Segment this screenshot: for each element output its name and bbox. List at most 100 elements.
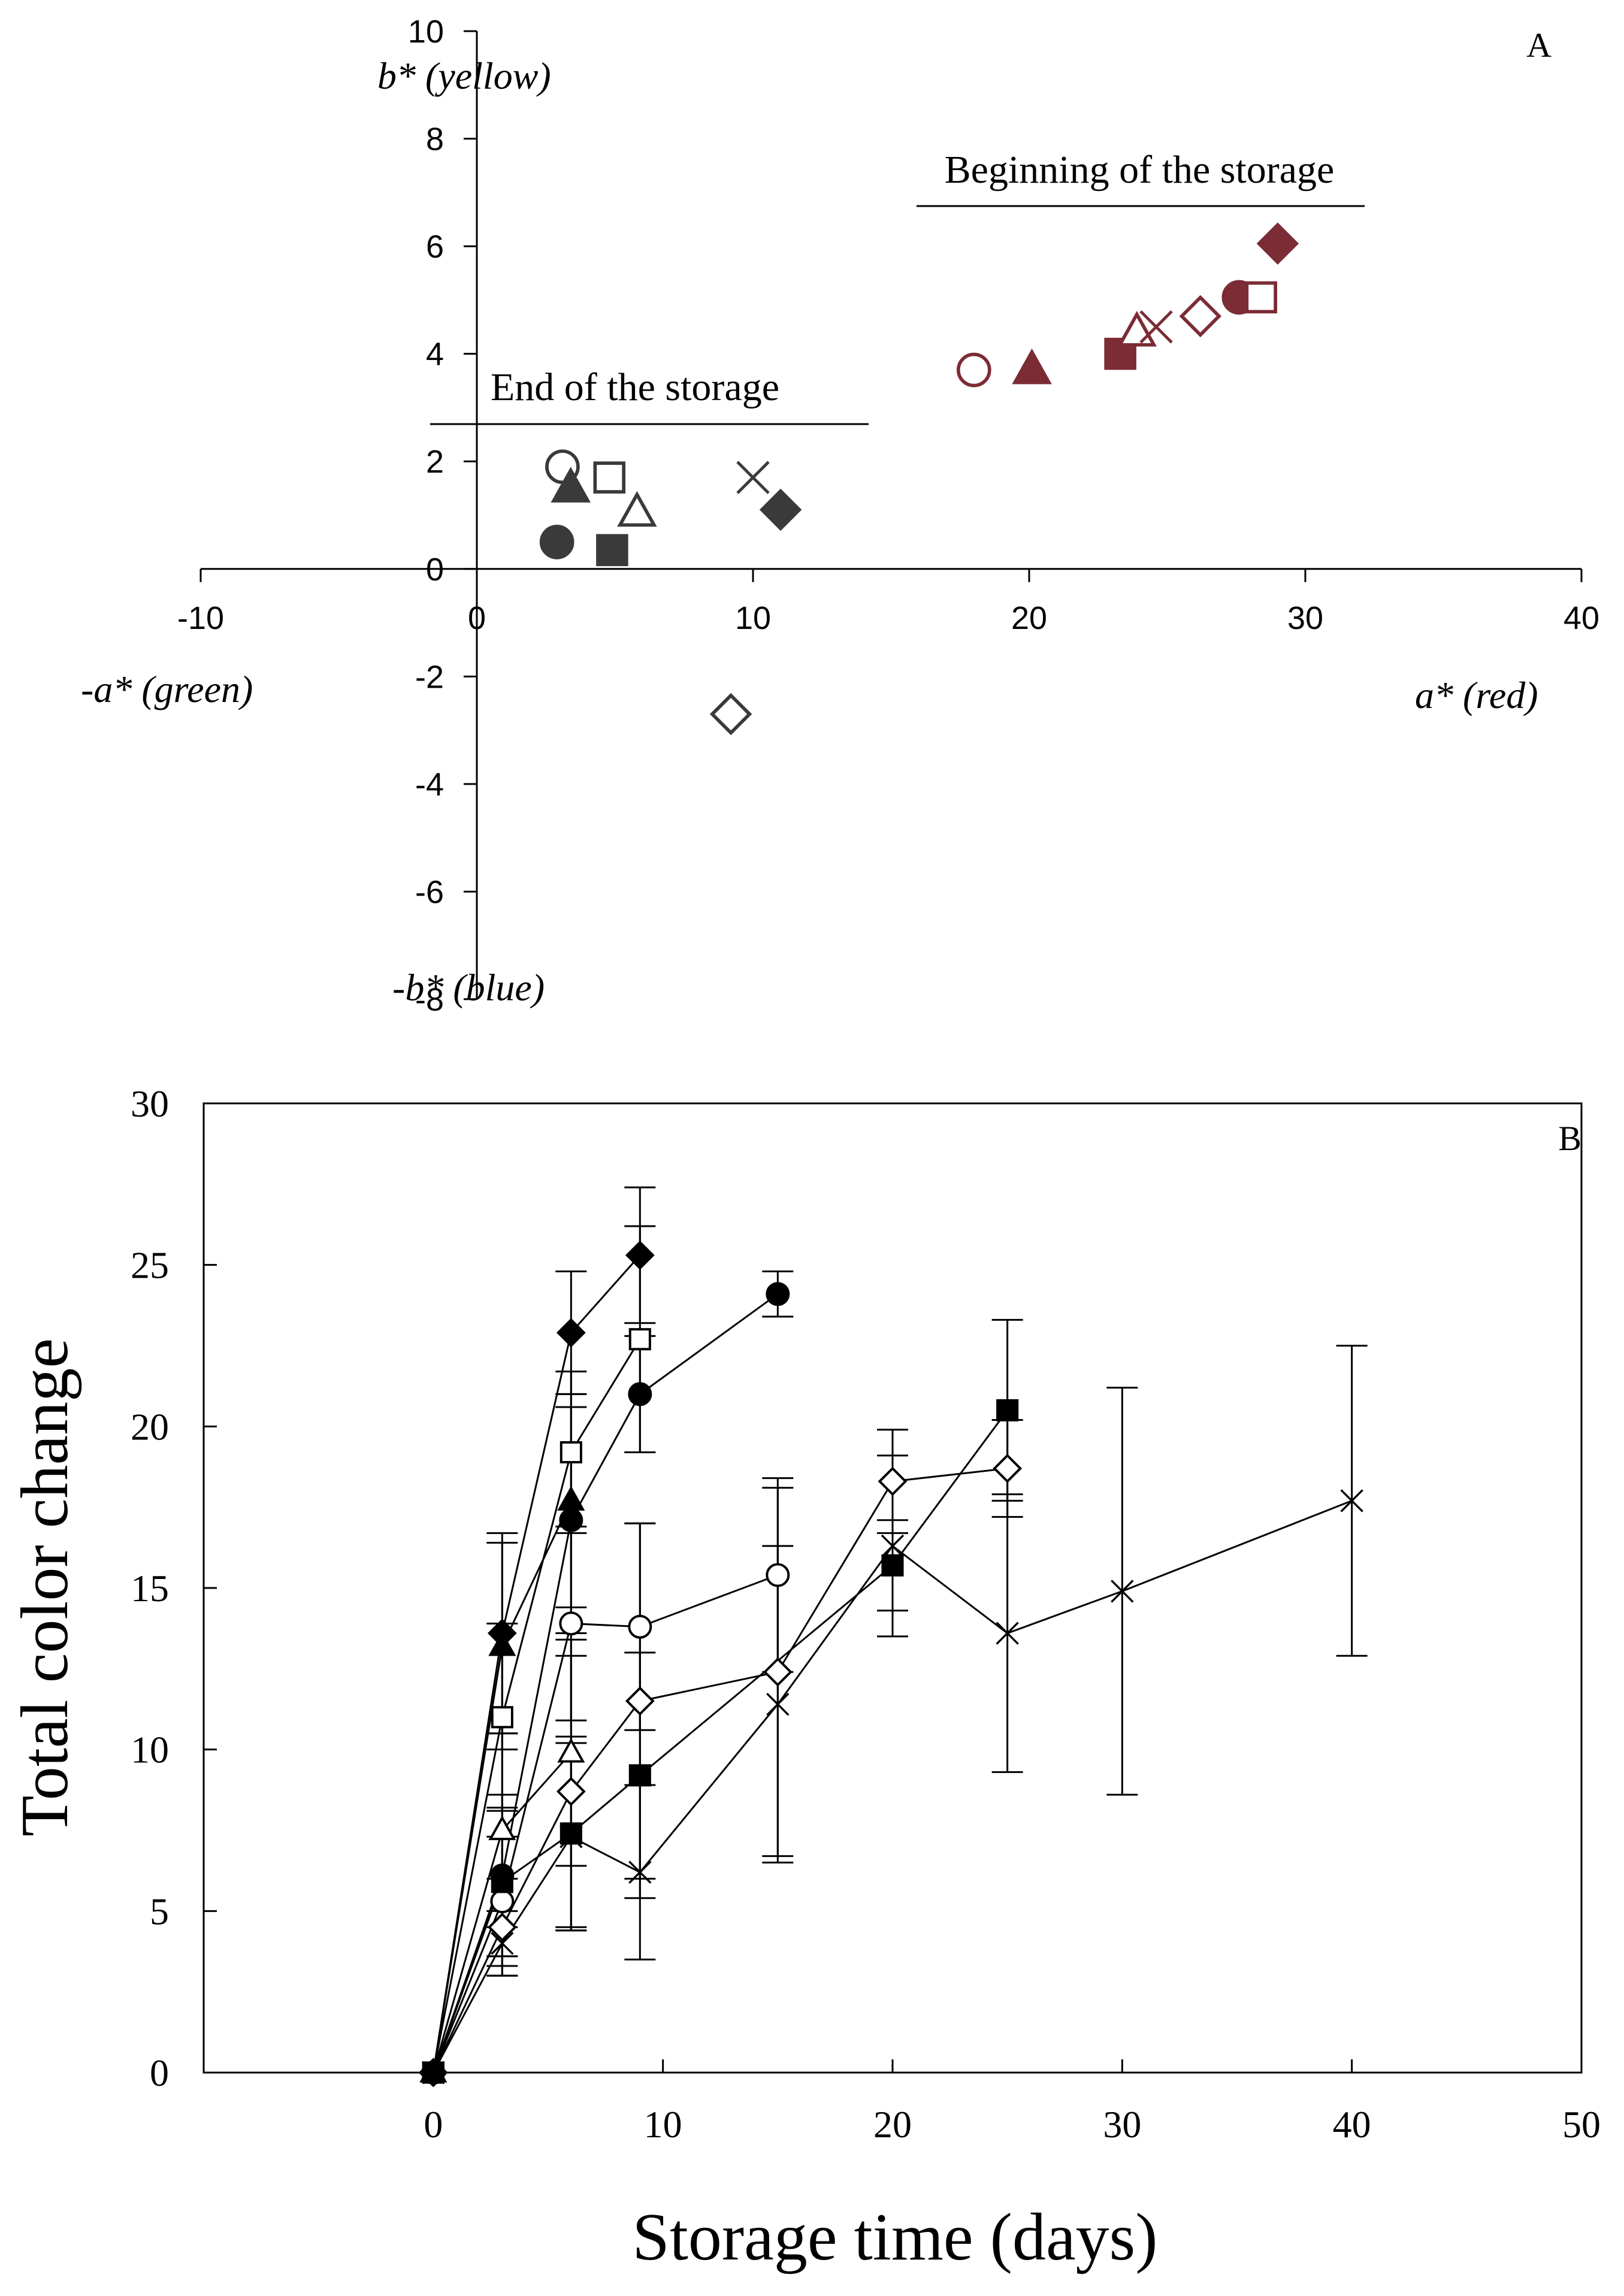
point-beginning-triangle-filled (1012, 348, 1052, 385)
data-point-cross (1111, 1580, 1134, 1603)
y-tick-label: 2 (426, 444, 444, 480)
data-point-square-open (560, 1441, 582, 1464)
x-tick-label: 40 (1333, 2103, 1371, 2146)
data-point-cross (560, 1825, 583, 1849)
data-point-diamond-filled (556, 1318, 586, 1348)
x-tick-label: 50 (1562, 2103, 1601, 2146)
data-point-circle-open (766, 1563, 790, 1587)
point-beginning-circle-open (956, 352, 991, 388)
data-point-circle-open (628, 1614, 652, 1639)
series-line-circle-open (432, 1574, 778, 2073)
data-point-diamond-open (993, 1454, 1023, 1483)
x-tick-label: 10 (735, 600, 771, 636)
panel-a-axes (199, 30, 1583, 1000)
y-tick-label: -6 (415, 874, 444, 910)
x-tick-label: 30 (1103, 2103, 1141, 2146)
y-tick-label: -2 (415, 659, 444, 695)
panel-b-error-bars (486, 1186, 1368, 1977)
data-point-circle-open (559, 1611, 583, 1636)
y-tick-label: 5 (150, 1890, 169, 1932)
y-tick-label: -4 (415, 767, 444, 803)
data-point-diamond-open (625, 1686, 655, 1716)
point-beginning-square-open (1245, 281, 1278, 314)
data-point-triangle-open (557, 1738, 585, 1763)
x-tick-label: 0 (424, 2103, 443, 2146)
point-end-diamond-open (709, 692, 752, 736)
series-line-square-filled (432, 1409, 1008, 2073)
data-point-cross (422, 2061, 445, 2085)
data-point-diamond-open (556, 1777, 586, 1807)
x-tick-label: -10 (177, 600, 224, 636)
y-tick-label: 10 (408, 14, 444, 50)
annotation-end: End of the storage (491, 365, 779, 409)
y-tick-label: 4 (426, 337, 444, 373)
point-end-circle-filled (539, 525, 574, 559)
data-point-triangle-open (488, 1815, 516, 1840)
panel-a-points (539, 222, 1299, 736)
y-axis-title: Total color change (8, 1338, 82, 1837)
y-tick-label: 15 (131, 1567, 169, 1610)
data-point-circle-filled (559, 1508, 583, 1532)
x-tick-label: 20 (1011, 600, 1047, 636)
x-axis-title: Storage time (days) (632, 2200, 1157, 2274)
y-tick-label: 30 (131, 1082, 169, 1125)
data-point-circle-filled (628, 1382, 652, 1406)
y-tick-label: 10 (131, 1729, 169, 1771)
x-tick-label: 40 (1563, 600, 1599, 636)
data-point-square-open (628, 1328, 651, 1351)
data-point-triangle-filled (488, 1631, 516, 1656)
panel-b-points (418, 1241, 1363, 2088)
panel-a-scatter: -10 0 10 20 30 40 -8 -6 -4 -2 0 2 4 6 8 10 A b* (yellow… (81, 14, 1599, 1018)
quadrant-label-red: a* (red) (1415, 674, 1538, 716)
data-point-diamond-open (487, 1912, 517, 1942)
y-tick-label: 20 (131, 1405, 169, 1448)
data-point-square-filled (881, 1554, 904, 1577)
data-point-square-filled (996, 1399, 1019, 1421)
point-end-diamond-filled (759, 488, 802, 531)
data-point-square-filled (491, 1871, 513, 1893)
point-end-cross (736, 461, 770, 494)
panel-b-tick-labels: 0 10 20 30 40 50 0 5 10 15 20 25 30 (131, 1082, 1601, 2146)
y-tick-label: 6 (426, 229, 444, 265)
y-tick-label: 25 (131, 1244, 169, 1287)
x-tick-label: 0 (468, 600, 486, 636)
annotation-beginning: Beginning of the storage (945, 148, 1335, 192)
point-end-square-open (593, 461, 626, 494)
data-point-square-filled (628, 1764, 651, 1787)
y-tick-label: 8 (426, 122, 444, 158)
panel-a-tick-labels: -10 0 10 20 30 40 -8 -6 -4 -2 0 2 4 6 8 10 (177, 14, 1599, 1018)
data-point-triangle-filled (557, 1486, 585, 1511)
point-end-square-filled (596, 534, 628, 567)
series-line-diamond-filled (432, 1254, 641, 2073)
data-point-cross (491, 1932, 514, 1955)
point-beginning-diamond-open (1179, 295, 1222, 338)
data-point-cross (1340, 1489, 1363, 1512)
data-point-cross (766, 1692, 790, 1716)
data-point-circle-filled (766, 1282, 790, 1306)
data-point-diamond-open (763, 1657, 793, 1687)
x-tick-label: 30 (1287, 600, 1323, 636)
data-point-square-open (491, 1706, 513, 1729)
quadrant-label-blue: -b* (blue) (392, 966, 545, 1009)
data-point-cross (628, 1861, 652, 1884)
point-end-triangle-filled (551, 467, 591, 503)
panel-b-label: B (1558, 1119, 1581, 1158)
quadrant-label-yellow: b* (yellow) (377, 55, 551, 97)
point-beginning-cross (1139, 310, 1173, 344)
data-point-cross (996, 1622, 1019, 1645)
y-tick-label: 0 (426, 552, 444, 588)
data-point-diamond-open (878, 1466, 908, 1496)
series-line-square-open (432, 1338, 641, 2073)
x-tick-label: 20 (873, 2103, 912, 2146)
data-point-diamond-filled (625, 1241, 655, 1270)
quadrant-label-green: -a* (green) (81, 668, 253, 710)
panel-a-label: A (1526, 26, 1552, 65)
point-beginning-diamond-filled (1256, 222, 1299, 265)
data-point-square-filled (560, 1822, 582, 1845)
x-tick-label: 10 (644, 2103, 682, 2146)
y-tick-label: 0 (150, 2052, 169, 2094)
data-point-cross (881, 1534, 905, 1558)
y-tick-label: -8 (415, 982, 444, 1018)
point-end-triangle-open (617, 491, 657, 527)
